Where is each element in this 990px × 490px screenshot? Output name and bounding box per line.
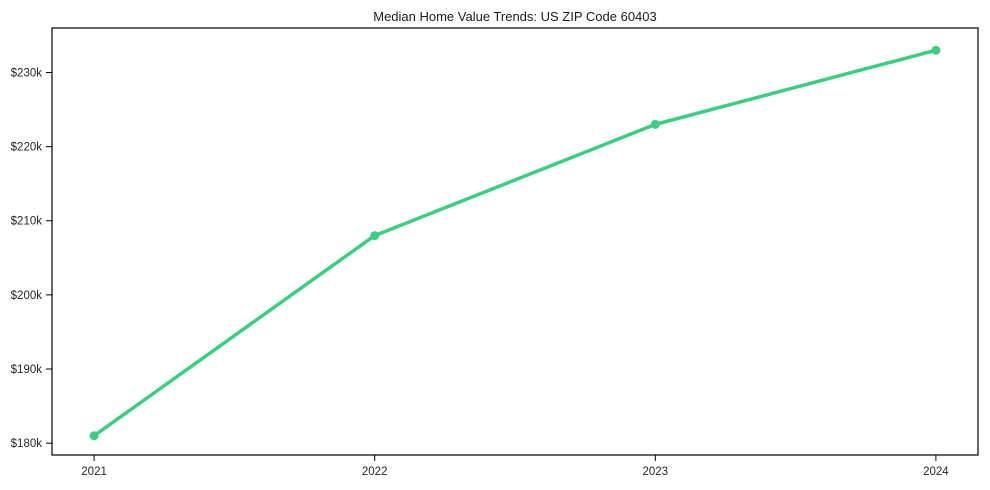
plot-area: $180k $190k $200k $210k $220k $230k 2021 2022 20… xyxy=(11,27,979,478)
x-tick-label: 2021 xyxy=(81,466,107,478)
y-tick-label: $190k xyxy=(11,364,43,376)
data-point-2023 xyxy=(650,119,660,129)
y-tick-label: $220k xyxy=(11,142,43,154)
y-tick-label: $180k xyxy=(11,438,43,450)
series-line xyxy=(92,48,938,438)
x-tick-label: 2024 xyxy=(923,466,949,478)
data-point-2021 xyxy=(89,431,99,441)
y-tick-label: $230k xyxy=(11,67,43,79)
x-tick-label: 2023 xyxy=(643,466,669,478)
data-point-2022 xyxy=(370,231,380,241)
y-tick-label: $210k xyxy=(11,216,43,228)
x-tick-label: 2022 xyxy=(362,466,388,478)
plot-frame xyxy=(51,27,979,456)
y-tick-label: $200k xyxy=(11,290,43,302)
chart-title: Median Home Value Trends: US ZIP Code 60… xyxy=(373,9,657,24)
data-point-2024 xyxy=(931,45,941,55)
